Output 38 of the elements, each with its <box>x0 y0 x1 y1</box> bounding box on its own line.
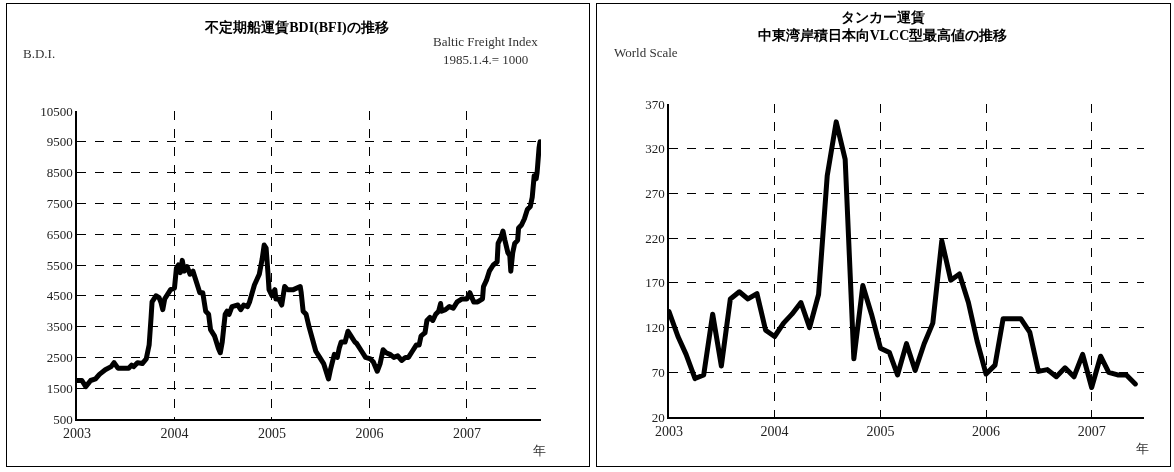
y-tick-label: 1500 <box>46 380 73 396</box>
x-tick-label: 2004 <box>760 423 789 439</box>
chart-subtitle: 中東湾岸積日本向VLCC型最高値の推移 <box>757 27 1008 44</box>
x-tick-label: 2005 <box>866 423 895 439</box>
y-tick-label: 2500 <box>46 349 73 365</box>
y-tick-label: 9500 <box>46 134 73 150</box>
y-tick-label: 3500 <box>46 319 73 335</box>
y-tick-label: 5500 <box>46 257 73 273</box>
y-tick-label: 70 <box>651 364 665 380</box>
y-tick-label: 8500 <box>46 165 73 181</box>
y-tick-label: 20 <box>651 409 665 425</box>
x-tick-label: 2006 <box>972 423 1001 439</box>
chart-title: 不定期船運賃BDI(BFI)の推移 <box>204 18 389 36</box>
x-tick-label: 2007 <box>452 425 481 441</box>
y-tick-label: 120 <box>645 320 665 336</box>
y-tick-label: 500 <box>53 411 73 427</box>
x-axis-title: 年 <box>1136 441 1149 456</box>
y-axis-title: World Scale <box>614 45 678 60</box>
x-tick-label: 2007 <box>1077 423 1106 439</box>
chart-title: タンカー運賃 <box>840 9 925 25</box>
text: Baltic Freight Index <box>433 34 539 49</box>
y-tick-label: 270 <box>645 185 665 201</box>
y-tick-label: 6500 <box>46 226 73 242</box>
x-tick-label: 2006 <box>355 425 384 441</box>
y-tick-label: 220 <box>645 230 665 246</box>
y-tick-label: 7500 <box>46 195 73 211</box>
y-tick-label: 370 <box>645 96 665 112</box>
x-axis-title: 年 <box>533 443 546 458</box>
y-tick-label: 10500 <box>40 103 73 119</box>
x-tick-label: 2003 <box>655 423 683 439</box>
x-tick-label: 2003 <box>63 425 91 441</box>
x-tick-label: 2004 <box>160 425 189 441</box>
x-tick-label: 2005 <box>257 425 286 441</box>
y-tick-label: 320 <box>645 141 665 157</box>
y-tick-label: 4500 <box>46 288 73 304</box>
y-axis-title: B.D.I. <box>23 46 56 61</box>
y-tick-label: 170 <box>645 275 665 291</box>
text: 1985.1.4.= 1000 <box>443 52 529 67</box>
